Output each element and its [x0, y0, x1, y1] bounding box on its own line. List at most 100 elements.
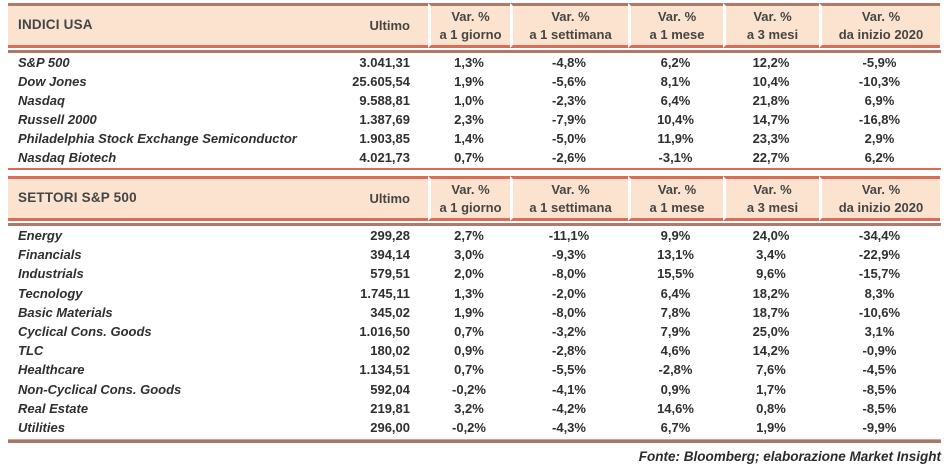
column-header-var-1mese: Var. % a 1 mese — [628, 3, 723, 48]
row-label: Dow Jones — [18, 74, 87, 89]
cell-var-1settimana: -4,3% — [552, 419, 586, 435]
cell-var-inizio2020: -16,8% — [858, 112, 901, 127]
column-header-var-1settimana: Var. % a 1 settimana — [510, 176, 628, 221]
cell-var-1settimana: -2,8% — [552, 343, 586, 359]
row-label: Nasdaq Biotech — [18, 150, 117, 165]
cell-var-1giorno: 0,7% — [454, 324, 484, 340]
cell-var-1giorno: 0,9% — [454, 343, 484, 359]
cell-ultimo: 1.745,11 — [360, 285, 410, 301]
cell-ultimo: 394,14 — [370, 247, 410, 263]
cell-var-1giorno: 0,7% — [454, 150, 484, 165]
row-label: Philadelphia Stock Exchange Semiconducto… — [18, 131, 297, 146]
cell-var-1mese: 0,9% — [660, 381, 691, 397]
column-header-ultimo: Ultimo — [369, 17, 410, 33]
column-header-ultimo: Ultimo — [369, 190, 410, 206]
cell-ultimo: 1.016,50 — [359, 324, 410, 340]
cell-var-1giorno: -0,2% — [452, 381, 486, 397]
row-label: Financials — [18, 247, 82, 263]
cell-var-inizio2020: -4,5% — [862, 362, 897, 378]
cell-var-1settimana: -8,0% — [552, 304, 586, 320]
cell-ultimo: 25.605,54 — [352, 74, 410, 89]
table-row: Energy 299,28 2,7% -11,1% 9,9% 24,0% -34… — [8, 226, 941, 245]
header-underline — [8, 223, 941, 226]
cell-var-1mese: 4,6% — [660, 343, 691, 359]
cell-ultimo: 3.041,31 — [359, 55, 410, 70]
row-label: Industrials — [18, 266, 84, 282]
cell-var-1mese: 10,4% — [657, 112, 694, 127]
table-header: INDICI USA Ultimo Var. % a 1 giorno Var.… — [8, 3, 941, 48]
row-label: S&P 500 — [18, 55, 70, 70]
cell-var-1giorno: 2,3% — [454, 112, 484, 127]
cell-var-3mesi: 25,0% — [752, 324, 790, 340]
table-bottom-rule — [8, 168, 941, 170]
cell-var-inizio2020: 3,1% — [864, 324, 895, 340]
cell-var-inizio2020: -0,9% — [862, 343, 897, 359]
table-row: S&P 500 3.041,31 1,3% -4,8% 6,2% 12,2% -… — [8, 53, 941, 72]
cell-ultimo: 1.903,85 — [359, 131, 410, 146]
table-row: Tecnology 1.745,11 1,3% -2,0% 6,4% 18,2%… — [8, 284, 941, 303]
cell-var-1giorno: 3,2% — [454, 400, 484, 416]
column-header-var-inizio2020: Var. % da inizio 2020 — [819, 176, 940, 221]
cell-var-1giorno: -0,2% — [452, 419, 486, 435]
cell-var-3mesi: 1,9% — [756, 419, 786, 435]
cell-var-1mese: 6,2% — [660, 55, 691, 70]
cell-var-3mesi: 23,3% — [752, 131, 790, 146]
column-header-var-3mesi: Var. % a 3 mesi — [723, 176, 819, 221]
column-header-var-1giorno: Var. % a 1 giorno — [428, 176, 510, 221]
cell-var-1settimana: -4,8% — [552, 55, 586, 70]
row-label: Basic Materials — [18, 304, 113, 320]
cell-var-1giorno: 1,9% — [454, 304, 484, 320]
table-row: Nasdaq 9.588,81 1,0% -2,3% 6,4% 21,8% 6,… — [8, 91, 941, 110]
cell-var-3mesi: 10,4% — [752, 74, 790, 89]
cell-var-1giorno: 0,7% — [454, 362, 484, 378]
table-row: Financials 394,14 3,0% -9,3% 13,1% 3,4% … — [8, 245, 941, 264]
column-header-var-3mesi: Var. % a 3 mesi — [723, 3, 819, 48]
cell-var-inizio2020: 8,3% — [864, 285, 895, 301]
column-header-var-1giorno: Var. % a 1 giorno — [428, 3, 510, 48]
cell-var-1mese: -2,8% — [658, 362, 693, 378]
table-row: Non-Cyclical Cons. Goods 592,04 -0,2% -4… — [8, 380, 941, 399]
cell-var-3mesi: 1,7% — [756, 381, 786, 397]
cell-var-1mese: 7,9% — [660, 324, 691, 340]
cell-ultimo: 180,02 — [370, 343, 410, 359]
cell-var-1settimana: -3,2% — [552, 324, 586, 340]
cell-var-1mese: 8,1% — [660, 74, 691, 89]
header-main-cell: SETTORI S&P 500 Ultimo — [8, 176, 428, 221]
cell-var-1mese: 14,6% — [657, 400, 694, 416]
table-row: TLC 180,02 0,9% -2,8% 4,6% 14,2% -0,9% — [8, 341, 941, 360]
row-label: Tecnology — [18, 285, 83, 301]
cell-var-1mese: 7,8% — [660, 304, 691, 320]
column-header-var-1mese: Var. % a 1 mese — [628, 176, 723, 221]
cell-ultimo: 296,00 — [370, 419, 410, 435]
cell-var-1giorno: 2,7% — [454, 228, 484, 244]
column-header-var-inizio2020: Var. % da inizio 2020 — [819, 3, 940, 48]
cell-var-1settimana: -2,0% — [552, 285, 586, 301]
cell-var-3mesi: 9,6% — [756, 266, 786, 282]
table-row: Industrials 579,51 2,0% -8,0% 15,5% 9,6%… — [8, 264, 941, 283]
cell-var-3mesi: 7,6% — [756, 362, 786, 378]
cell-var-1giorno: 2,0% — [454, 266, 484, 282]
row-label: Russell 2000 — [18, 112, 97, 127]
cell-var-1settimana: -11,1% — [548, 228, 590, 244]
table-row: Philadelphia Stock Exchange Semiconducto… — [8, 129, 941, 148]
cell-var-1mese: -3,1% — [658, 150, 693, 165]
cell-var-1mese: 6,4% — [660, 93, 691, 108]
cell-var-3mesi: 21,8% — [752, 93, 790, 108]
table-header: SETTORI S&P 500 Ultimo Var. % a 1 giorno… — [8, 176, 941, 221]
cell-ultimo: 1.387,69 — [359, 112, 410, 127]
table-settori-sp500: SETTORI S&P 500 Ultimo Var. % a 1 giorno… — [8, 176, 941, 444]
cell-var-3mesi: 14,2% — [752, 343, 790, 359]
cell-var-1mese: 15,5% — [657, 266, 694, 282]
cell-var-inizio2020: -5,9% — [862, 55, 897, 70]
cell-var-inizio2020: -34,4% — [858, 228, 901, 244]
cell-var-inizio2020: -10,6% — [858, 304, 901, 320]
table-title: INDICI USA — [18, 17, 93, 33]
table-row: Cyclical Cons. Goods 1.016,50 0,7% -3,2%… — [8, 322, 941, 341]
header-underline — [8, 50, 941, 53]
cell-var-1giorno: 1,9% — [454, 74, 484, 89]
cell-var-3mesi: 3,4% — [756, 247, 786, 263]
cell-ultimo: 1.134,51 — [359, 362, 410, 378]
header-main-cell: INDICI USA Ultimo — [8, 3, 428, 48]
cell-var-inizio2020: -15,7% — [858, 266, 901, 282]
